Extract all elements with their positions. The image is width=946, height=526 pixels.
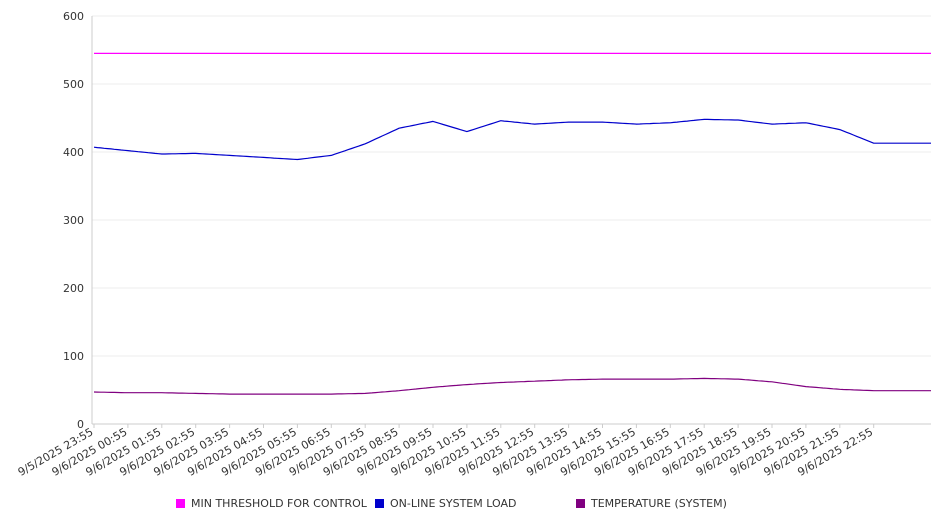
y-tick-label: 200 xyxy=(63,282,84,295)
series-line-1[interactable] xyxy=(93,118,931,161)
legend-label-system-load: ON-LINE SYSTEM LOAD xyxy=(390,497,517,510)
y-tick-label: 0 xyxy=(77,418,84,431)
grid-lines xyxy=(92,15,931,357)
y-tick-label: 600 xyxy=(63,10,84,23)
y-tick-labels: 0 100 200 300 400 500 600 xyxy=(63,10,84,431)
legend-item-min-threshold[interactable]: MIN THRESHOLD FOR CONTROL xyxy=(176,497,367,510)
y-tick-label: 500 xyxy=(63,78,84,91)
series-line-2[interactable] xyxy=(93,377,931,395)
y-tick-label: 100 xyxy=(63,350,84,363)
legend-label-min-threshold: MIN THRESHOLD FOR CONTROL xyxy=(191,497,367,510)
y-tick-label: 400 xyxy=(63,146,84,159)
legend-swatch-temperature xyxy=(576,499,585,508)
series-lines xyxy=(93,52,931,395)
legend-swatch-min-threshold xyxy=(176,499,185,508)
legend: MIN THRESHOLD FOR CONTROL ON-LINE SYSTEM… xyxy=(0,497,946,515)
legend-swatch-system-load xyxy=(375,499,384,508)
x-tick-labels: 9/5/2025 23:559/6/2025 00:559/6/2025 01:… xyxy=(16,424,875,479)
legend-item-system-load[interactable]: ON-LINE SYSTEM LOAD xyxy=(375,497,516,510)
axes xyxy=(91,16,931,425)
legend-label-temperature: TEMPERATURE (SYSTEM) xyxy=(591,497,727,510)
legend-item-temperature[interactable]: TEMPERATURE (SYSTEM) xyxy=(576,497,727,510)
y-tick-label: 300 xyxy=(63,214,84,227)
